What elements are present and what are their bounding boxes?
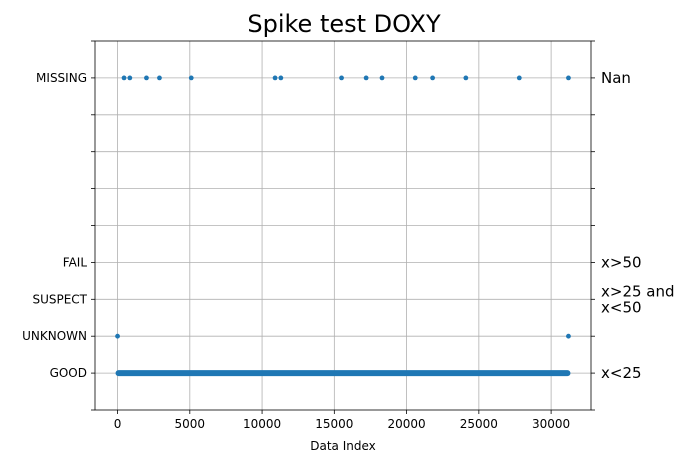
good-points-band (115, 370, 571, 377)
x-tick-label: 30000 (532, 417, 570, 431)
right-axis-label: Nan (601, 69, 631, 87)
x-tick-label: 10000 (243, 417, 281, 431)
data-point (121, 75, 127, 81)
data-point (379, 75, 385, 81)
x-tick-label: 15000 (315, 417, 353, 431)
x-tick-label: 5000 (175, 417, 206, 431)
x-axis-label: Data Index (310, 439, 376, 453)
grid-layer (95, 41, 591, 410)
data-point (278, 75, 284, 81)
y-tick-label: FAIL (63, 255, 88, 269)
data-point (430, 75, 436, 81)
x-tick-label: 0 (114, 417, 122, 431)
data-point (566, 75, 571, 81)
data-point (188, 75, 194, 81)
y-tick-label: MISSING (36, 71, 87, 85)
chart-title: Spike test DOXY (247, 10, 441, 38)
data-point (516, 75, 522, 81)
right-axis-label: x>25 and x<50 (601, 282, 675, 316)
data-point (566, 333, 571, 339)
data-point (463, 75, 469, 81)
data-point (115, 333, 120, 339)
data-point (363, 75, 369, 81)
x-tick-label: 20000 (387, 417, 425, 431)
right-axis-label: x>50 (601, 253, 642, 271)
data-point (412, 75, 418, 81)
data-point (157, 75, 162, 81)
right-axis-label: x<25 (601, 364, 642, 382)
data-point (127, 75, 133, 81)
x-tick-label: 25000 (460, 417, 498, 431)
y-tick-label: UNKNOWN (22, 329, 87, 343)
y-tick-label: GOOD (50, 366, 87, 380)
y-tick-label: SUSPECT (32, 292, 87, 306)
data-point (339, 75, 344, 81)
data-layer (115, 75, 571, 377)
data-point (272, 75, 278, 81)
axis-layer: 0 5000 10000 15000 20000 25000 30000 GOOD UNKNOW… (22, 40, 675, 431)
data-point (144, 75, 149, 81)
